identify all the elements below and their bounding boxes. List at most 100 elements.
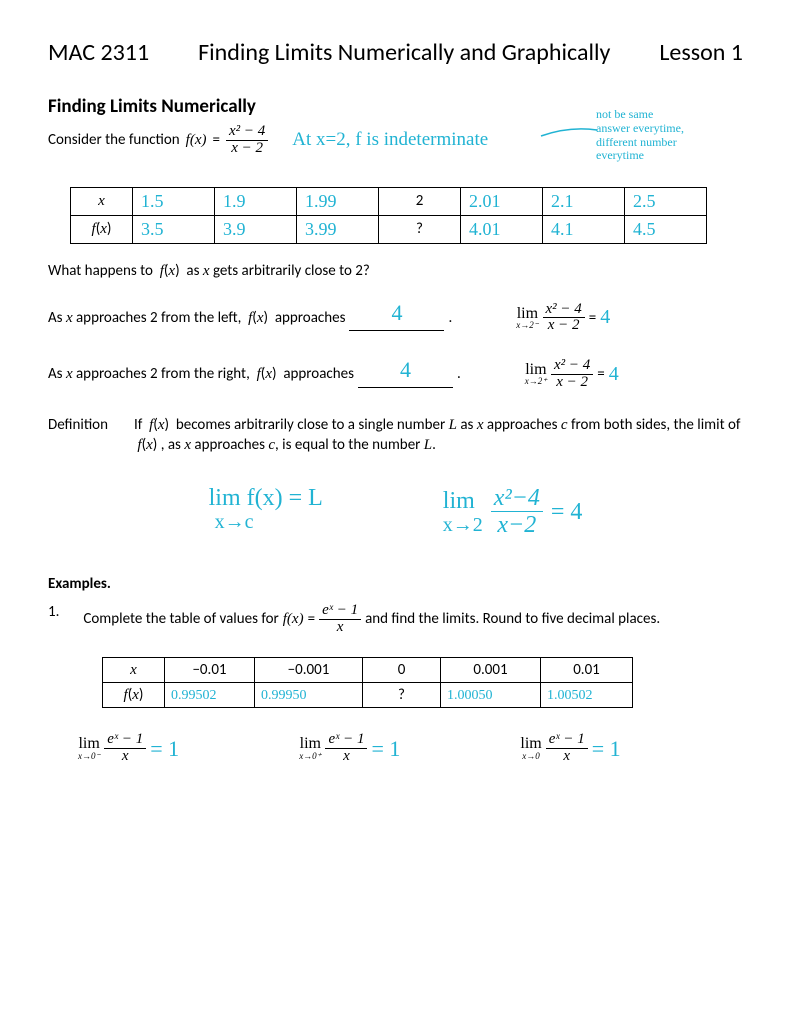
limit-a-answer: = 1 xyxy=(150,736,179,762)
right-text-a: As x approaches 2 from the right, f(x) a… xyxy=(48,365,354,383)
lim-symbol: lim x→2⁺ xyxy=(525,363,547,385)
definition-text: If f(x) becomes arbitrarily close to a s… xyxy=(134,415,743,456)
table-cell: 1.5 xyxy=(133,187,215,215)
lim-sub: x→2⁺ xyxy=(525,377,547,385)
lim-fraction: x² − 4 x − 2 xyxy=(551,358,593,391)
side-note-l1: not be same xyxy=(596,108,736,122)
table-cell: 4.01 xyxy=(461,215,543,243)
ex1-num: eˣ − 1 xyxy=(319,603,361,620)
ex1-limits-row: limx→0⁻ eˣ − 1x = 1 limx→0⁺ eˣ − 1x = 1 … xyxy=(78,732,743,765)
equals-sign: = xyxy=(212,131,219,149)
handwritten-limits: lim f(x) = L x→c lim x→2 x²−4 x−2 = 4 xyxy=(48,485,743,539)
ex1-fraction: eˣ − 1 x xyxy=(319,603,361,636)
values-table-1: x1.51.91.9922.012.12.5f(x)3.53.93.99?4.0… xyxy=(70,187,707,244)
ex1-fx: f(x) xyxy=(283,611,304,628)
hand-eq2-lim: lim xyxy=(443,488,483,514)
course-code: MAC 2311 xyxy=(48,38,149,67)
table-cell: 0.01 xyxy=(541,658,633,683)
right-lim-result: 4 xyxy=(609,363,619,386)
definition-block: Definition If f(x) becomes arbitrarily c… xyxy=(48,415,743,456)
table-cell: 2.5 xyxy=(625,187,707,215)
hand-eq1-bot: x→c xyxy=(215,511,323,533)
period: . xyxy=(448,309,452,327)
examples-heading: Examples. xyxy=(48,575,743,593)
consider-prefix: Consider the function xyxy=(48,131,180,149)
table-header-x: x xyxy=(71,187,133,215)
left-answer: 4 xyxy=(391,300,402,325)
table-cell: 4.1 xyxy=(543,215,625,243)
hand-eq-2: lim x→2 x²−4 x−2 = 4 xyxy=(443,485,583,539)
lesson-number: Lesson 1 xyxy=(659,38,743,67)
table-cell: 2.1 xyxy=(543,187,625,215)
left-text-a: As x approaches 2 from the left, f(x) ap… xyxy=(48,309,345,327)
table-header-fx: f(x) xyxy=(103,683,165,708)
hand-eq2-num: x²−4 xyxy=(491,485,543,512)
denominator: x − 2 xyxy=(226,141,268,157)
table-cell: 1.00502 xyxy=(541,683,633,708)
limit-c-answer: = 1 xyxy=(592,736,621,762)
side-note-l2: answer everytime, xyxy=(596,122,736,136)
table-cell: 0.99950 xyxy=(255,683,363,708)
hand-eq-1: lim f(x) = L x→c xyxy=(209,485,323,539)
question-text: What happens to f(x) as x gets arbitrari… xyxy=(48,262,743,280)
lim-sub: x→2⁻ xyxy=(516,321,538,329)
page-header: MAC 2311 Finding Limits Numerically and … xyxy=(48,38,743,67)
table-cell: −0.01 xyxy=(165,658,255,683)
table-cell: 0.99502 xyxy=(165,683,255,708)
right-approach-line: As x approaches 2 from the right, f(x) a… xyxy=(48,358,743,391)
left-answer-blank: 4 xyxy=(349,304,444,331)
lim-symbol: lim x→2⁻ xyxy=(516,307,538,329)
table-cell: 0 xyxy=(363,658,441,683)
side-note-l4: everytime xyxy=(596,149,736,163)
example-number: 1. xyxy=(48,603,59,621)
table-cell: 3.5 xyxy=(133,215,215,243)
limit-b-answer: = 1 xyxy=(371,736,400,762)
handwritten-side-note: not be same answer everytime, different … xyxy=(596,108,736,163)
page-title: Finding Limits Numerically and Graphical… xyxy=(198,38,610,67)
numerator: x² − 4 xyxy=(226,124,268,141)
limit-b: limx→0⁺ eˣ − 1x = 1 xyxy=(299,732,400,765)
table-cell: 2 xyxy=(379,187,461,215)
ex1-text-a: Complete the table of values for xyxy=(83,610,278,628)
left-limit-expr: lim x→2⁻ x² − 4 x − 2 = 4 xyxy=(516,302,610,335)
table-cell: 0.001 xyxy=(441,658,541,683)
table-cell: −0.001 xyxy=(255,658,363,683)
right-limit-expr: lim x→2⁺ x² − 4 x − 2 = 4 xyxy=(525,358,619,391)
values-table-2: x−0.01−0.00100.0010.01 f(x)0.995020.99950… xyxy=(102,657,633,708)
table-cell: 2.01 xyxy=(461,187,543,215)
limit-c: limx→0 eˣ − 1x = 1 xyxy=(520,732,620,765)
table-cell: 4.5 xyxy=(625,215,707,243)
table-cell: ? xyxy=(379,215,461,243)
left-approach-line: As x approaches 2 from the left, f(x) ap… xyxy=(48,302,743,335)
hand-eq2-frac: x²−4 x−2 xyxy=(491,485,543,539)
table-cell: 1.00050 xyxy=(441,683,541,708)
example-text: Complete the table of values for f(x) = … xyxy=(83,603,660,636)
side-note-l3: different number xyxy=(596,136,736,150)
lim-num: x² − 4 xyxy=(551,358,593,375)
lim-num: x² − 4 xyxy=(543,302,585,319)
table-cell: 3.99 xyxy=(297,215,379,243)
lim-den: x − 2 xyxy=(543,318,585,334)
fraction-expr: x² − 4 x − 2 xyxy=(226,124,268,157)
lim-fraction: x² − 4 x − 2 xyxy=(543,302,585,335)
right-answer: 4 xyxy=(400,357,411,382)
hand-eq2-bot: x→2 xyxy=(443,514,483,536)
lim-den: x − 2 xyxy=(551,375,593,391)
ex1-text-b: and find the limits. Round to five decim… xyxy=(365,610,660,628)
hand-eq1-top: lim f(x) = L xyxy=(209,485,323,511)
table-header-x: x xyxy=(103,658,165,683)
table-cell: 3.9 xyxy=(215,215,297,243)
ex1-den: x xyxy=(319,620,361,636)
equals: = xyxy=(597,365,604,383)
hand-eq2-result: = 4 xyxy=(551,499,583,525)
left-lim-result: 4 xyxy=(600,306,610,329)
equals: = xyxy=(589,309,596,327)
fx-symbol: f(x) xyxy=(186,132,207,149)
ex1-eq: = xyxy=(308,610,315,628)
table-cell: 1.9 xyxy=(215,187,297,215)
table-cell: 1.99 xyxy=(297,187,379,215)
definition-label: Definition xyxy=(48,415,108,456)
hand-eq2-den: x−2 xyxy=(491,512,543,538)
example-1: 1. Complete the table of values for f(x)… xyxy=(48,603,743,636)
limit-a: limx→0⁻ eˣ − 1x = 1 xyxy=(78,732,179,765)
